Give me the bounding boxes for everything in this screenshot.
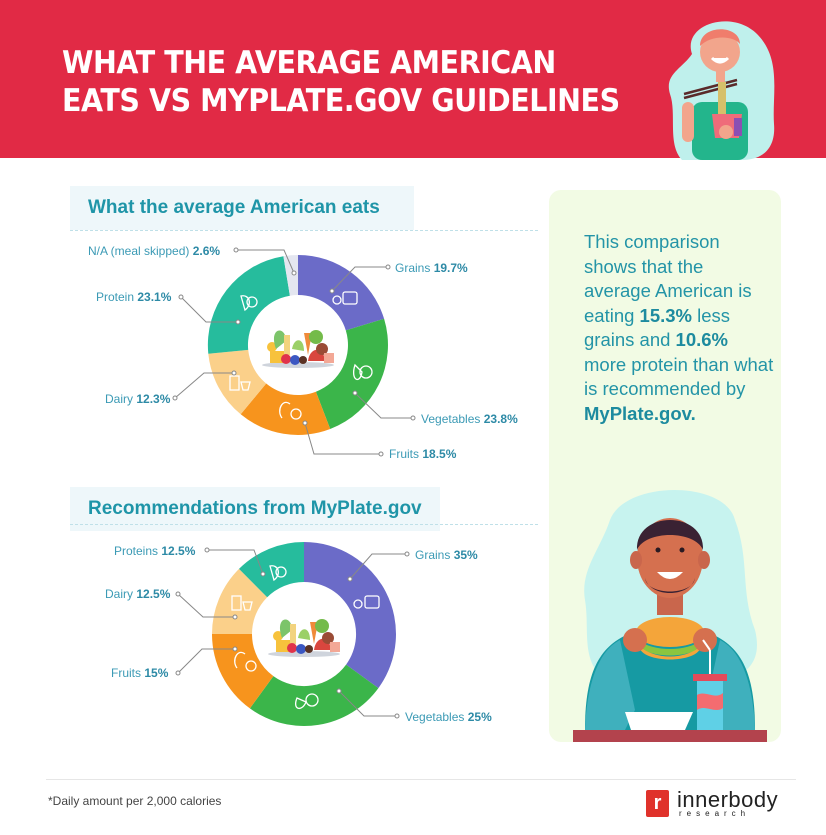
food-illustration-icon [268, 619, 340, 657]
donut-1-segments [207, 255, 388, 435]
protein-icon [269, 565, 280, 582]
dairy-icon [229, 375, 240, 391]
segment-na [283, 255, 298, 296]
man-eating-burger-icon [573, 490, 767, 742]
footer-divider [46, 779, 796, 780]
logo-name: innerbody [677, 787, 779, 812]
bread-icon [364, 595, 380, 609]
protein-icon [240, 295, 251, 312]
summary-card: This comparison shows that the average A… [549, 190, 781, 742]
label-fruits: Fruits 15% [111, 666, 169, 680]
label-grains: Grains 19.7% [395, 261, 468, 275]
person-eating-noodles-icon [668, 21, 775, 160]
section-heading-myplate: Recommendations from MyPlate.gov [70, 487, 440, 531]
logo-subtitle: research [679, 809, 751, 818]
dairy-icon [231, 595, 242, 611]
label-vegetables: Vegetables 25% [405, 710, 492, 724]
page-title: WHAT THE AVERAGE AMERICAN EATS VS MYPLAT… [62, 44, 620, 120]
innerbody-logo[interactable]: r innerbody research [646, 789, 778, 818]
logo-mark-icon: r [646, 790, 669, 817]
grain-icon [332, 295, 342, 305]
header-banner: WHAT THE AVERAGE AMERICAN EATS VS MYPLAT… [0, 0, 826, 160]
title-line-2: EATS VS MYPLATE.GOV GUIDELINES [62, 83, 620, 119]
average-diet-donut-chart [172, 247, 416, 726]
donut-2-icons [231, 565, 380, 709]
footnote: *Daily amount per 2,000 calories [48, 794, 222, 808]
segment-grains [298, 255, 385, 331]
segment-vegetables [249, 664, 379, 726]
donut-2-leaders [175, 547, 410, 719]
section-heading-average: What the average American eats [70, 186, 414, 230]
segment-dairy [208, 349, 267, 415]
label-proteins: Proteins 12.5% [114, 544, 196, 558]
segment-dairy [212, 568, 268, 634]
fruits-icon [234, 651, 246, 669]
divider [70, 524, 538, 525]
food-illustration-icon [262, 330, 334, 368]
label-protein: Protein 23.1% [96, 290, 172, 304]
segment-fruits [240, 383, 331, 435]
bread-icon [342, 291, 358, 305]
segment-vegetables [315, 318, 388, 429]
summary-text: This comparison shows that the average A… [584, 231, 774, 424]
title-line-1: WHAT THE AVERAGE AMERICAN [62, 45, 556, 81]
segment-fruits [212, 634, 274, 709]
label-dairy: Dairy 12.5% [105, 587, 171, 601]
label-grains: Grains 35% [415, 548, 478, 562]
grain-icon [353, 599, 363, 609]
segment-grains [304, 542, 396, 689]
divider [70, 230, 538, 231]
label-na: N/A (meal skipped) 2.6% [88, 244, 221, 258]
label-vegetables: Vegetables 23.8% [421, 412, 518, 426]
fruits-icon [279, 401, 291, 419]
label-fruits: Fruits 18.5% [389, 447, 457, 461]
label-dairy: Dairy 12.3% [105, 392, 171, 406]
donut-1-leaders [172, 247, 416, 457]
vegetables-icon [353, 363, 363, 381]
donut-1-icons [229, 291, 373, 420]
